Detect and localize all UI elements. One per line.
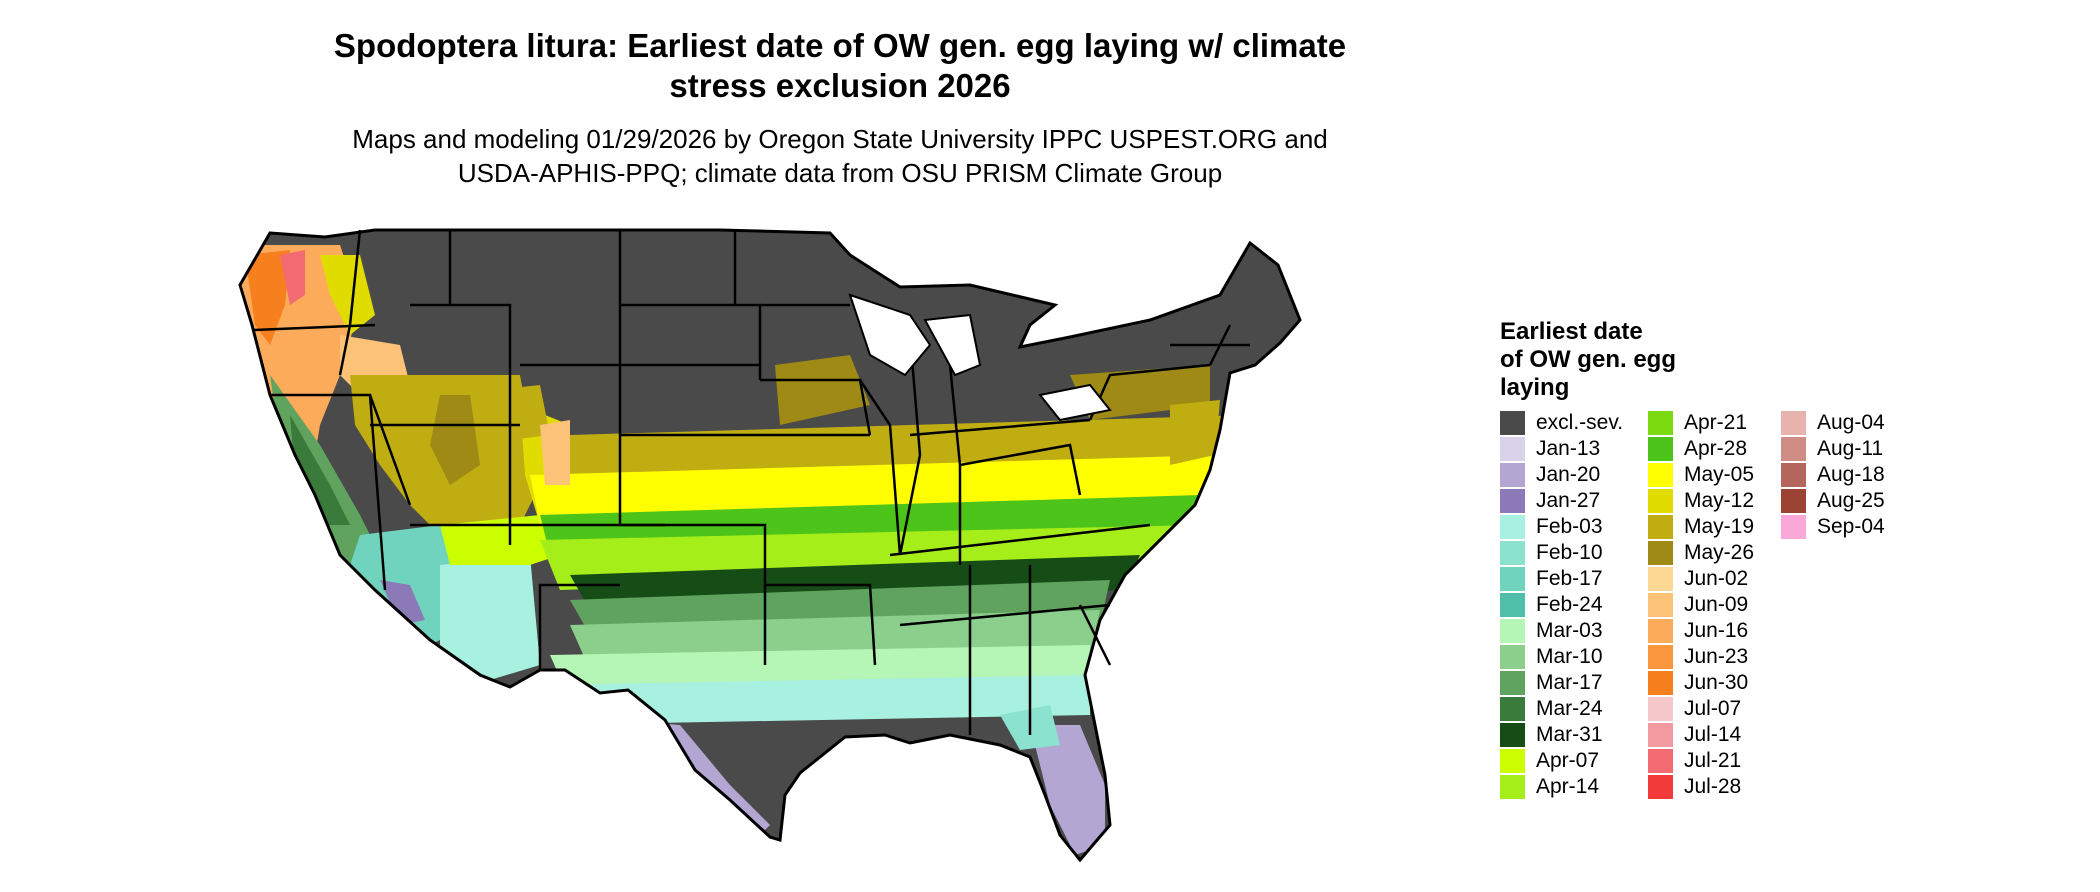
legend-swatch	[1500, 515, 1525, 539]
legend-label: Aug-18	[1817, 463, 1885, 486]
legend-label: Feb-10	[1536, 541, 1603, 564]
legend-swatch	[1648, 411, 1673, 435]
legend-swatch	[1500, 463, 1525, 487]
legend-label: Mar-10	[1536, 645, 1603, 668]
legend-swatch	[1648, 541, 1673, 565]
legend-title-line-1: Earliest date	[1500, 318, 1643, 345]
legend-label: Jun-30	[1684, 671, 1749, 694]
legend-swatch	[1500, 723, 1525, 747]
legend-label: Mar-17	[1536, 671, 1603, 694]
legend-swatch	[1500, 619, 1525, 643]
legend-swatch	[1648, 515, 1673, 539]
legend-label: Apr-14	[1536, 775, 1600, 798]
legend-label: Mar-31	[1536, 723, 1603, 746]
legend-label: May-19	[1684, 515, 1755, 538]
map-subtitle: Maps and modeling 01/29/2026 by Oregon S…	[230, 122, 1450, 190]
map-title: Spodoptera litura: Earliest date of OW g…	[230, 26, 1450, 106]
legend-label: Jun-23	[1684, 645, 1749, 668]
legend-swatch	[1648, 489, 1673, 513]
legend-label: Jul-14	[1684, 723, 1742, 746]
legend-label: Sep-04	[1817, 515, 1885, 538]
legend-label: Aug-04	[1817, 411, 1885, 434]
legend-swatch	[1648, 775, 1673, 799]
legend-swatch	[1648, 619, 1673, 643]
legend-swatch	[1781, 489, 1806, 513]
legend-swatch	[1781, 515, 1806, 539]
legend-label: Jan-27	[1536, 489, 1601, 512]
legend-swatch	[1648, 567, 1673, 591]
legend-swatch	[1500, 671, 1525, 695]
legend-label: Jan-13	[1536, 437, 1601, 460]
legend-label: May-26	[1684, 541, 1755, 564]
legend-label: May-12	[1684, 489, 1755, 512]
legend-swatch	[1500, 437, 1525, 461]
legend-label: Apr-21	[1684, 411, 1748, 434]
legend-label: Apr-07	[1536, 749, 1600, 772]
legend-label: May-05	[1684, 463, 1755, 486]
legend-swatch	[1781, 411, 1806, 435]
legend-label: excl.-sev.	[1536, 411, 1624, 434]
legend-swatch	[1500, 775, 1525, 799]
legend-label: Aug-11	[1817, 437, 1884, 460]
legend-title-line-3: laying	[1500, 374, 1570, 401]
legend-label: Jan-20	[1536, 463, 1601, 486]
legend-label: Jul-07	[1684, 697, 1742, 720]
legend-label: Mar-03	[1536, 619, 1603, 642]
legend-swatch	[1500, 411, 1525, 435]
map-subtitle-line-1: Maps and modeling 01/29/2026 by Oregon S…	[352, 124, 1328, 154]
legend-swatch	[1648, 697, 1673, 721]
legend-swatch	[1500, 489, 1525, 513]
us-phenology-map	[238, 228, 1302, 863]
legend-label: Jul-28	[1684, 775, 1742, 798]
legend-swatch	[1781, 463, 1806, 487]
map-subtitle-line-2: USDA-APHIS-PPQ; climate data from OSU PR…	[457, 158, 1223, 188]
legend-label: Jun-16	[1684, 619, 1749, 642]
legend-swatch	[1500, 645, 1525, 669]
legend-title: Earliest date of OW gen. egg laying	[1500, 318, 1740, 402]
legend-swatch	[1648, 645, 1673, 669]
legend-swatch	[1500, 567, 1525, 591]
legend-swatch	[1500, 697, 1525, 721]
legend-swatch	[1648, 593, 1673, 617]
legend-label: Mar-24	[1536, 697, 1603, 720]
legend-swatch	[1648, 437, 1673, 461]
legend-label: Jun-02	[1684, 567, 1749, 590]
legend-label: Aug-25	[1817, 489, 1885, 512]
map-title-line-2: stress exclusion 2026	[669, 67, 1011, 104]
legend-swatch	[1648, 749, 1673, 773]
map-title-line-1: Spodoptera litura: Earliest date of OW g…	[333, 27, 1347, 64]
legend-label: Jun-09	[1684, 593, 1749, 616]
legend-label: Apr-28	[1684, 437, 1748, 460]
legend-swatch	[1648, 463, 1673, 487]
legend-label: Feb-03	[1536, 515, 1603, 538]
legend-swatch	[1500, 541, 1525, 565]
legend-label: Jul-21	[1684, 749, 1742, 772]
legend-label: Feb-24	[1536, 593, 1603, 616]
legend-swatch	[1648, 671, 1673, 695]
legend-label: Feb-17	[1536, 567, 1603, 590]
legend-swatch	[1500, 749, 1525, 773]
legend-swatch	[1500, 593, 1525, 617]
legend-title-line-2: of OW gen. egg	[1500, 346, 1676, 373]
legend-swatch	[1648, 723, 1673, 747]
legend-swatch	[1781, 437, 1806, 461]
